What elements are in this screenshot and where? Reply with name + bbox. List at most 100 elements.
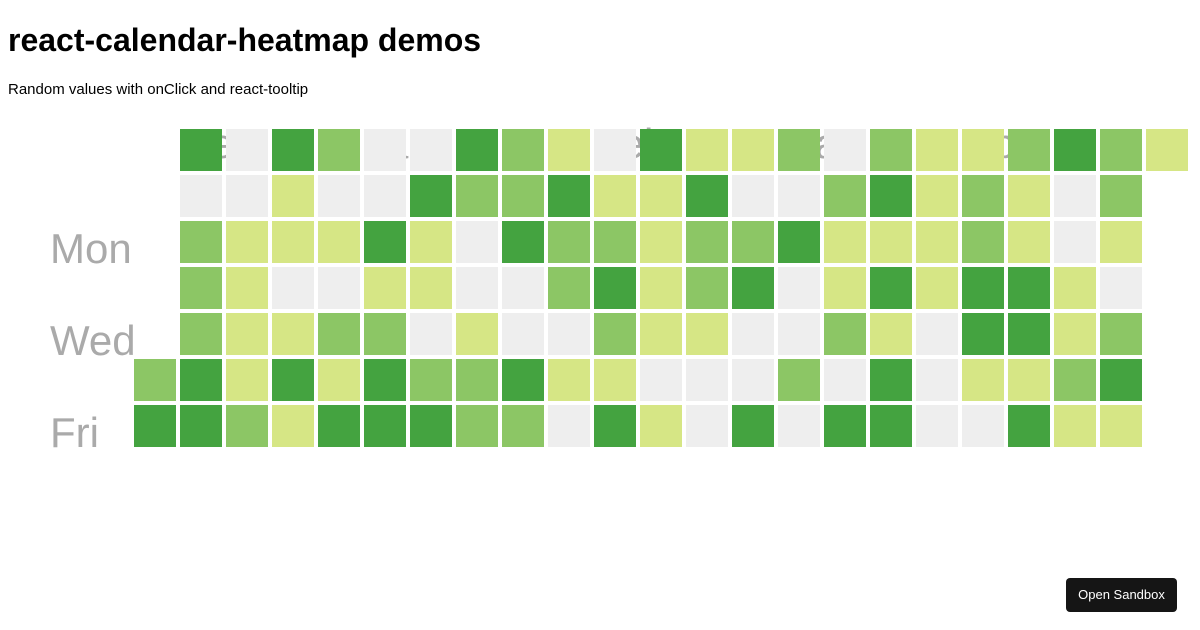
day-cell[interactable] [502,359,544,401]
day-cell[interactable] [686,221,728,263]
day-cell[interactable] [824,129,866,171]
day-cell[interactable] [870,267,912,309]
day-cell[interactable] [548,405,590,447]
day-cell[interactable] [824,267,866,309]
day-cell[interactable] [364,221,406,263]
day-cell[interactable] [870,175,912,217]
day-cell[interactable] [1008,267,1050,309]
day-cell[interactable] [962,267,1004,309]
day-cell[interactable] [410,221,452,263]
day-cell[interactable] [226,267,268,309]
day-cell[interactable] [732,129,774,171]
day-cell[interactable] [824,359,866,401]
day-cell[interactable] [318,405,360,447]
day-cell[interactable] [456,405,498,447]
day-cell[interactable] [364,313,406,355]
day-cell[interactable] [456,129,498,171]
day-cell[interactable] [594,175,636,217]
day-cell[interactable] [640,129,682,171]
day-cell[interactable] [226,129,268,171]
day-cell[interactable] [226,359,268,401]
day-cell[interactable] [1054,221,1096,263]
day-cell[interactable] [1100,129,1142,171]
day-cell[interactable] [594,405,636,447]
day-cell[interactable] [732,175,774,217]
open-sandbox-button[interactable]: Open Sandbox [1066,578,1177,612]
day-cell[interactable] [364,405,406,447]
day-cell[interactable] [180,221,222,263]
day-cell[interactable] [364,267,406,309]
day-cell[interactable] [502,267,544,309]
day-cell[interactable] [1008,175,1050,217]
day-cell[interactable] [1054,175,1096,217]
day-cell[interactable] [456,267,498,309]
day-cell[interactable] [134,359,176,401]
day-cell[interactable] [640,267,682,309]
day-cell[interactable] [1054,129,1096,171]
day-cell[interactable] [456,221,498,263]
day-cell[interactable] [1100,221,1142,263]
day-cell[interactable] [732,359,774,401]
day-cell[interactable] [640,405,682,447]
day-cell[interactable] [778,313,820,355]
day-cell[interactable] [732,313,774,355]
day-cell[interactable] [180,313,222,355]
day-cell[interactable] [272,267,314,309]
day-cell[interactable] [916,129,958,171]
day-cell[interactable] [364,175,406,217]
day-cell[interactable] [1008,221,1050,263]
day-cell[interactable] [686,267,728,309]
day-cell[interactable] [732,221,774,263]
day-cell[interactable] [1100,267,1142,309]
day-cell[interactable] [180,175,222,217]
day-cell[interactable] [640,221,682,263]
day-cell[interactable] [318,313,360,355]
day-cell[interactable] [226,175,268,217]
day-cell[interactable] [502,313,544,355]
day-cell[interactable] [1146,129,1188,171]
day-cell[interactable] [456,175,498,217]
day-cell[interactable] [916,267,958,309]
day-cell[interactable] [686,175,728,217]
day-cell[interactable] [1054,267,1096,309]
day-cell[interactable] [916,221,958,263]
day-cell[interactable] [916,175,958,217]
day-cell[interactable] [1054,405,1096,447]
day-cell[interactable] [226,405,268,447]
day-cell[interactable] [962,175,1004,217]
day-cell[interactable] [640,359,682,401]
day-cell[interactable] [410,359,452,401]
day-cell[interactable] [226,313,268,355]
day-cell[interactable] [272,129,314,171]
day-cell[interactable] [410,175,452,217]
day-cell[interactable] [410,129,452,171]
day-cell[interactable] [456,313,498,355]
day-cell[interactable] [502,221,544,263]
day-cell[interactable] [962,359,1004,401]
day-cell[interactable] [1100,313,1142,355]
day-cell[interactable] [1100,175,1142,217]
day-cell[interactable] [318,221,360,263]
day-cell[interactable] [134,405,176,447]
day-cell[interactable] [732,267,774,309]
day-cell[interactable] [824,405,866,447]
day-cell[interactable] [364,129,406,171]
day-cell[interactable] [962,313,1004,355]
day-cell[interactable] [502,129,544,171]
day-cell[interactable] [594,221,636,263]
day-cell[interactable] [594,359,636,401]
day-cell[interactable] [870,221,912,263]
day-cell[interactable] [824,313,866,355]
day-cell[interactable] [594,313,636,355]
day-cell[interactable] [180,359,222,401]
day-cell[interactable] [870,129,912,171]
day-cell[interactable] [686,129,728,171]
day-cell[interactable] [180,267,222,309]
day-cell[interactable] [916,313,958,355]
day-cell[interactable] [364,359,406,401]
day-cell[interactable] [1008,359,1050,401]
day-cell[interactable] [640,175,682,217]
day-cell[interactable] [502,175,544,217]
day-cell[interactable] [272,221,314,263]
day-cell[interactable] [916,359,958,401]
